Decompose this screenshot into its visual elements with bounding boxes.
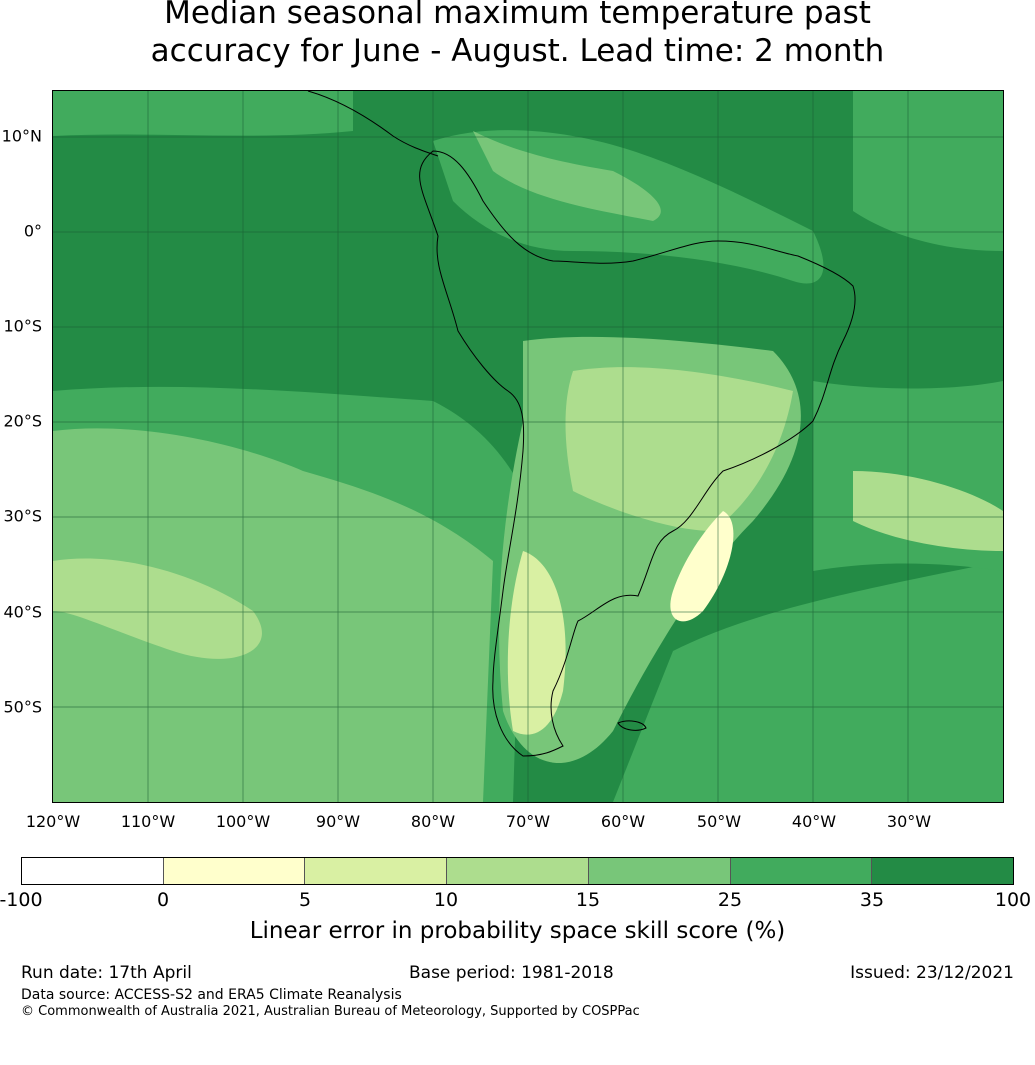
colorbar-tick-7: 35 — [859, 889, 885, 911]
map-title: Median seasonal maximum temperature past… — [0, 0, 1035, 70]
lon-label-90w: 90°W — [315, 812, 361, 831]
colorbar-tick-3: 5 — [298, 889, 312, 911]
colorbar-segment-2 — [163, 858, 306, 884]
lon-label-40w: 40°W — [791, 812, 837, 831]
skill-region-south-brazil-coast — [670, 511, 734, 622]
lat-label-40s: 40°S — [3, 602, 42, 622]
lat-label-0: 0° — [23, 221, 42, 241]
colorbar-segment-3 — [305, 858, 448, 884]
colorbar-tick-2: 0 — [156, 889, 170, 911]
colorbar-segment-5 — [588, 858, 731, 884]
lat-label-20s: 20°S — [3, 411, 42, 431]
lon-label-60w: 60°W — [600, 812, 646, 831]
skill-region-atlantic-light-patch — [853, 471, 1003, 551]
colorbar-segment-4 — [447, 858, 589, 884]
skill-map — [52, 90, 1004, 803]
colorbar-segment-7 — [872, 858, 1014, 884]
title-line-2: accuracy for June - August. Lead time: 2… — [150, 33, 885, 69]
colorbar-segment-1 — [22, 858, 164, 884]
lon-label-70w: 70°W — [505, 812, 551, 831]
skill-region-north-atlantic — [853, 91, 1003, 251]
lon-label-120w: 120°W — [25, 812, 81, 831]
lat-label-10s: 10°S — [3, 316, 42, 336]
lon-label-110w: 110°W — [120, 812, 176, 831]
skill-region-pacific-light-patch — [53, 558, 262, 659]
issued-date: Issued: 23/12/2021 — [850, 963, 1014, 983]
skill-region-south-atlantic — [613, 561, 1003, 802]
skill-region-patagonia — [507, 551, 566, 735]
colorbar-tick-8: 100 — [994, 889, 1032, 911]
base-period: Base period: 1981-2018 — [409, 963, 614, 983]
skill-region-plateau — [565, 367, 793, 531]
colorbar-tick-1: -100 — [0, 889, 43, 911]
title-line-1: Median seasonal maximum temperature past — [164, 0, 871, 31]
lat-label-30s: 30°S — [3, 506, 42, 526]
skill-region-caribbean — [473, 131, 661, 221]
graticule — [53, 91, 1003, 802]
lon-label-80w: 80°W — [410, 812, 456, 831]
colorbar-segment-6 — [730, 858, 873, 884]
lat-label-10n: 10°N — [1, 126, 42, 146]
skill-region-pacific-mid — [53, 428, 493, 802]
colorbar-tick-4: 10 — [433, 889, 459, 911]
lon-label-50w: 50°W — [696, 812, 742, 831]
colorbar — [21, 857, 1014, 885]
data-source: Data source: ACCESS-S2 and ERA5 Climate … — [21, 987, 402, 1003]
lon-label-100w: 100°W — [215, 812, 271, 831]
colorbar-tick-5: 15 — [575, 889, 601, 911]
coastline-central-america — [307, 91, 439, 157]
coastlines — [307, 91, 856, 757]
lon-label-30w: 30°W — [886, 812, 932, 831]
skill-region-north-pacific — [53, 91, 353, 136]
colorbar-tick-6: 25 — [717, 889, 743, 911]
colorbar-label: Linear error in probability space skill … — [249, 918, 786, 944]
run-date: Run date: 17th April — [21, 963, 192, 983]
copyright: © Commonwealth of Australia 2021, Austra… — [21, 1004, 640, 1019]
coastline-falklands — [617, 720, 647, 731]
lat-label-50s: 50°S — [3, 697, 42, 717]
coastline-south-america — [419, 150, 856, 757]
